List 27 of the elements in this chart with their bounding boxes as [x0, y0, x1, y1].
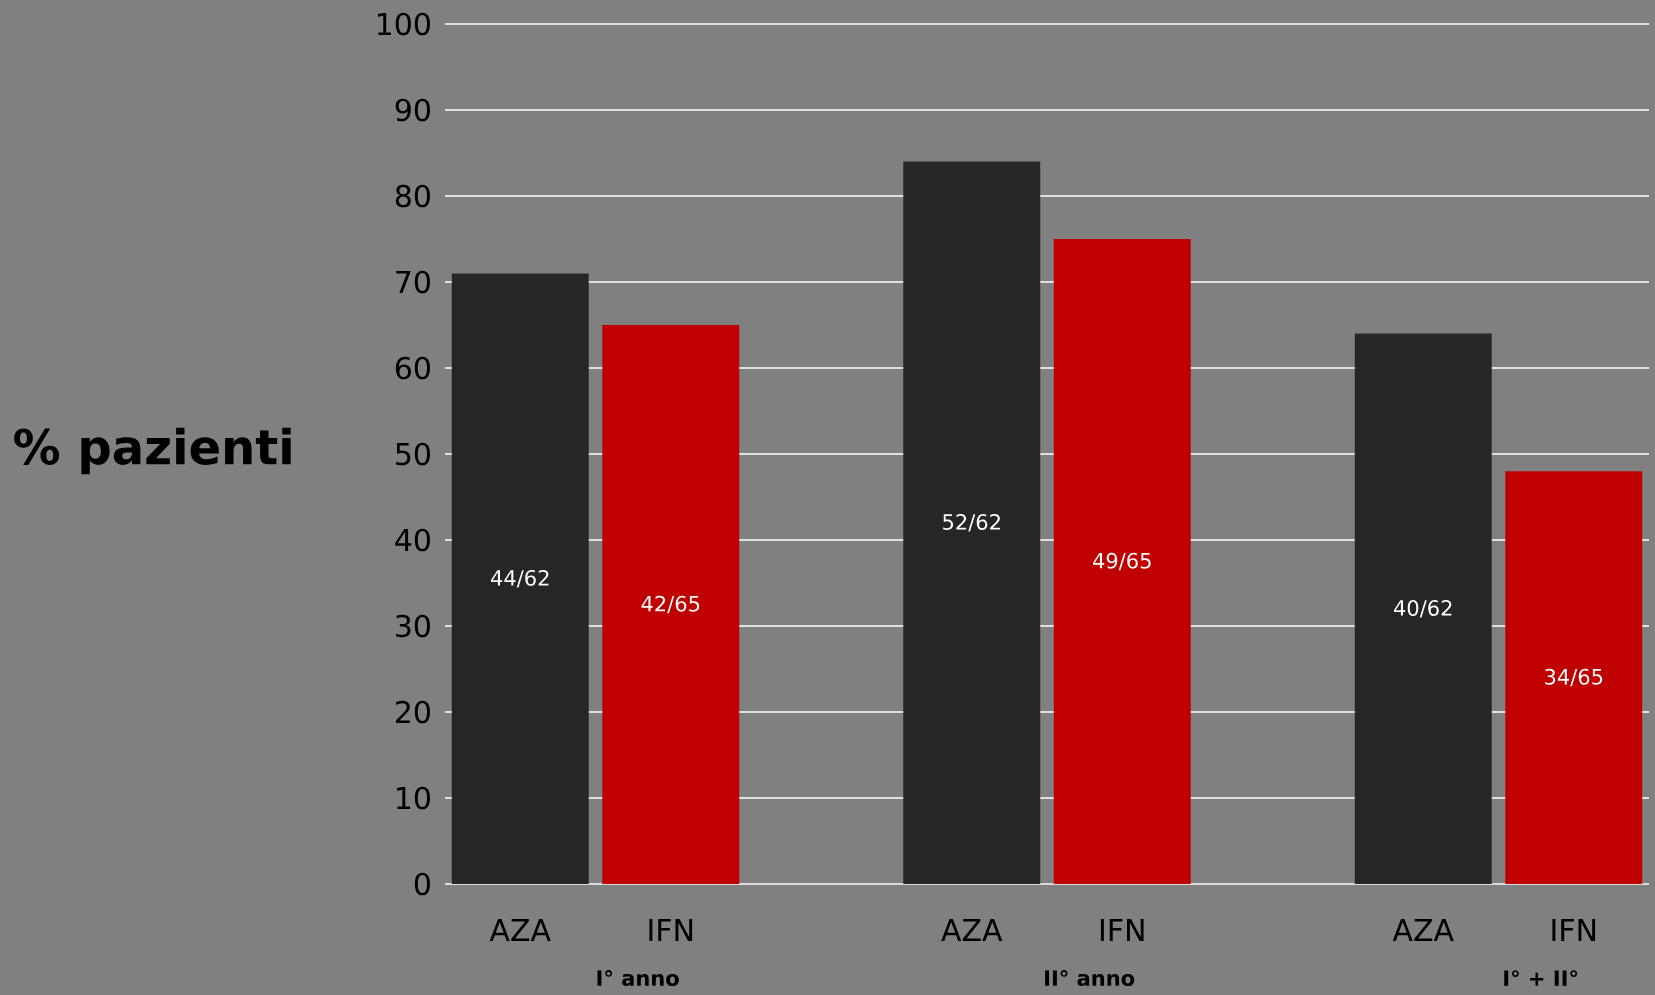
y-tick-label: 60: [395, 356, 430, 380]
x-tick-label: AZA: [489, 919, 551, 941]
y-tick-label: 30: [396, 614, 430, 638]
y-tick-label: 10: [397, 786, 430, 810]
y-tick-label: 20: [395, 700, 430, 724]
x-tick-label: AZA: [941, 919, 1003, 941]
data-label: 49/65: [1093, 552, 1151, 571]
data-label: 42/65: [641, 595, 700, 614]
y-tick-label: 80: [395, 184, 430, 208]
text: I° + II°: [1504, 970, 1578, 986]
y-axis-title: % pazienti: [14, 427, 291, 475]
data-label: 52/62: [943, 514, 1000, 532]
y-tick-label: 40: [395, 528, 430, 552]
text: I° anno: [597, 970, 679, 987]
y-tick-label: 100: [377, 12, 430, 36]
text: II° anno: [1045, 970, 1135, 987]
y-tick-label: 50: [396, 442, 430, 466]
x-tick-label: IFN: [1100, 919, 1144, 941]
y-tick-label: 70: [396, 270, 430, 294]
data-label: 34/65: [1545, 668, 1603, 687]
y-tick-label: 90: [395, 98, 430, 122]
x-tick-label: IFN: [649, 919, 693, 941]
data-label: 40/62: [1394, 600, 1452, 618]
y-tick-label: 0: [414, 872, 430, 896]
x-tick-label: AZA: [1392, 919, 1454, 941]
data-label: 44/62: [491, 569, 549, 588]
x-tick-label: IFN: [1552, 919, 1596, 941]
